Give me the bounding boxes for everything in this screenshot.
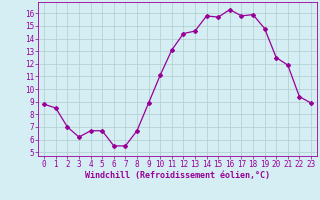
X-axis label: Windchill (Refroidissement éolien,°C): Windchill (Refroidissement éolien,°C) <box>85 171 270 180</box>
